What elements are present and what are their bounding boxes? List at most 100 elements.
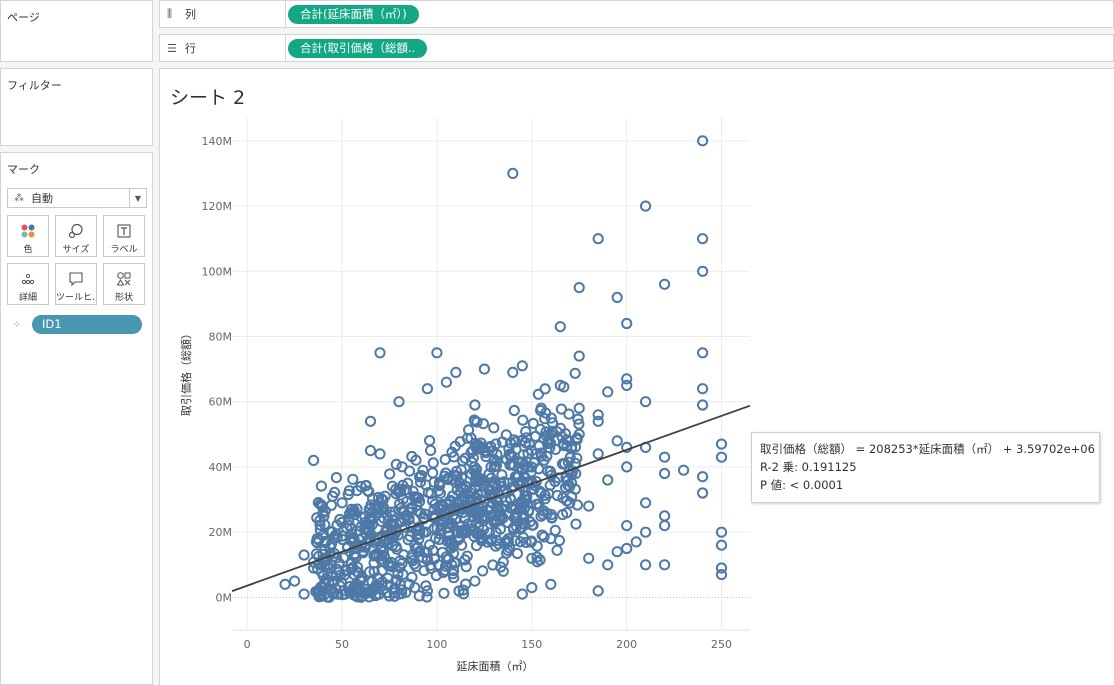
data-point[interactable] (443, 504, 455, 517)
data-point[interactable] (715, 562, 728, 574)
data-point[interactable] (364, 445, 377, 457)
data-point[interactable] (420, 580, 432, 592)
data-point[interactable] (421, 553, 434, 565)
data-point[interactable] (447, 473, 459, 485)
label-button[interactable]: ラベル (103, 215, 145, 257)
data-point[interactable] (424, 435, 436, 447)
data-point[interactable] (546, 417, 559, 429)
data-point[interactable] (513, 456, 525, 468)
data-point[interactable] (592, 415, 604, 427)
data-point[interactable] (479, 510, 491, 522)
data-point[interactable] (368, 566, 380, 578)
data-point[interactable] (360, 480, 372, 492)
data-point[interactable] (602, 386, 614, 398)
data-point[interactable] (386, 539, 399, 552)
data-point[interactable] (335, 576, 347, 588)
data-point[interactable] (389, 583, 401, 595)
data-point[interactable] (569, 367, 581, 379)
data-point[interactable] (621, 520, 633, 532)
data-point[interactable] (483, 468, 495, 480)
data-point[interactable] (382, 529, 395, 541)
data-point[interactable] (450, 366, 462, 378)
data-point[interactable] (326, 570, 338, 582)
data-point[interactable] (545, 578, 557, 590)
data-point[interactable] (621, 542, 633, 555)
data-point[interactable] (310, 536, 323, 548)
data-point[interactable] (571, 499, 584, 511)
data-point[interactable] (459, 512, 471, 524)
data-point[interactable] (611, 546, 623, 558)
data-point[interactable] (621, 317, 633, 330)
data-point[interactable] (392, 568, 404, 580)
data-point[interactable] (630, 536, 642, 548)
data-point[interactable] (425, 444, 437, 456)
columns-pill[interactable]: 合計(延床面積（㎡）) (288, 5, 419, 24)
data-point[interactable] (527, 519, 539, 531)
data-point[interactable] (448, 539, 460, 551)
data-point[interactable] (559, 457, 571, 470)
data-point[interactable] (394, 562, 406, 574)
data-point[interactable] (457, 584, 469, 596)
data-point[interactable] (363, 566, 376, 578)
data-point[interactable] (583, 500, 595, 512)
data-point[interactable] (503, 448, 515, 460)
data-point[interactable] (363, 486, 375, 498)
data-point[interactable] (569, 441, 582, 453)
data-point[interactable] (485, 461, 497, 473)
data-point[interactable] (573, 402, 585, 414)
data-point[interactable] (394, 485, 407, 498)
data-point[interactable] (536, 529, 548, 541)
data-point[interactable] (460, 524, 472, 536)
data-point[interactable] (470, 467, 482, 479)
size-button[interactable]: サイズ (55, 215, 97, 257)
data-point[interactable] (308, 454, 320, 466)
data-point[interactable] (511, 547, 524, 560)
data-point[interactable] (592, 233, 604, 245)
data-point[interactable] (382, 572, 394, 584)
data-point[interactable] (357, 590, 369, 602)
data-point[interactable] (384, 468, 396, 480)
data-point[interactable] (611, 435, 623, 447)
rows-pill[interactable]: 合計(取引価格（総額.. (288, 39, 428, 58)
data-point[interactable] (319, 543, 331, 556)
data-point[interactable] (396, 584, 408, 596)
data-point[interactable] (697, 471, 709, 483)
data-point[interactable] (351, 485, 363, 497)
data-point[interactable] (467, 444, 479, 456)
data-point[interactable] (640, 526, 652, 538)
data-point[interactable] (697, 347, 709, 359)
data-point[interactable] (421, 585, 433, 597)
data-point[interactable] (592, 585, 604, 597)
data-point[interactable] (406, 450, 418, 463)
data-point[interactable] (715, 569, 728, 581)
data-point[interactable] (298, 549, 310, 561)
data-point[interactable] (558, 381, 570, 393)
data-point[interactable] (421, 591, 433, 603)
data-point[interactable] (401, 510, 413, 522)
data-point[interactable] (563, 408, 575, 420)
data-point[interactable] (413, 492, 425, 504)
data-point[interactable] (459, 526, 471, 538)
data-point[interactable] (533, 501, 545, 513)
data-point[interactable] (298, 588, 310, 600)
data-point[interactable] (348, 506, 360, 518)
data-point[interactable] (546, 511, 558, 524)
data-point[interactable] (440, 376, 452, 388)
data-point[interactable] (573, 418, 585, 430)
data-point[interactable] (355, 539, 367, 551)
data-point[interactable] (486, 445, 499, 457)
data-point[interactable] (697, 487, 709, 499)
data-point[interactable] (659, 520, 671, 532)
data-point[interactable] (561, 495, 573, 507)
data-point[interactable] (572, 413, 584, 425)
data-point[interactable] (515, 523, 527, 535)
data-point[interactable] (490, 516, 502, 528)
data-point[interactable] (570, 518, 582, 530)
data-point[interactable] (376, 549, 388, 561)
data-point[interactable] (506, 482, 518, 494)
data-point[interactable] (531, 551, 543, 563)
data-point[interactable] (508, 434, 520, 446)
data-point[interactable] (561, 507, 573, 519)
data-point[interactable] (374, 448, 386, 460)
data-point[interactable] (583, 552, 595, 564)
